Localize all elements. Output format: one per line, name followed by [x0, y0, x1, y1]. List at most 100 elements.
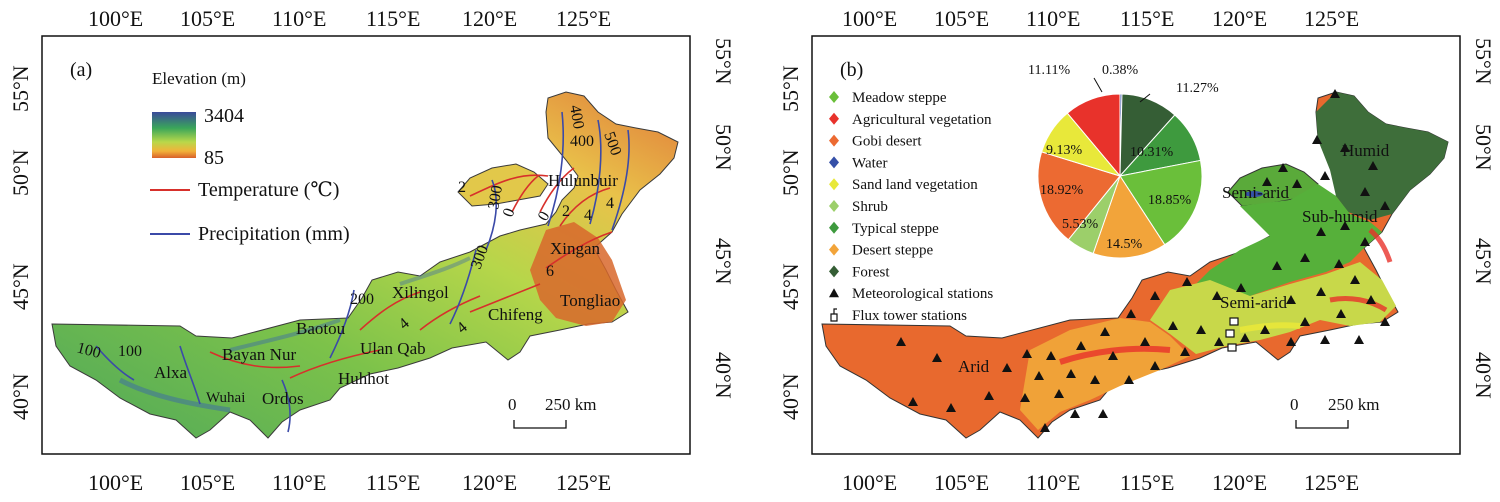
- tick-label: 55°N: [711, 38, 736, 85]
- pie-label: 9.13%: [1046, 143, 1083, 158]
- tick-label: 55°N: [8, 65, 33, 112]
- sand-region: [1150, 262, 1396, 354]
- pie-label: 11.27%: [1176, 81, 1219, 96]
- contour-label: 2: [562, 203, 570, 220]
- station-marker: [1108, 351, 1118, 360]
- legend-label: Flux tower stations: [852, 308, 967, 324]
- station-marker: [1126, 309, 1136, 318]
- station-marker: [1098, 409, 1108, 418]
- contour-label: 4: [606, 195, 614, 212]
- zone-label: Arid: [958, 357, 990, 376]
- flux-tower-icon: [830, 308, 838, 322]
- tick-label: 105°E: [180, 470, 235, 495]
- legend-swatch: [829, 221, 839, 234]
- station-marker: [1046, 351, 1056, 360]
- station-marker: [1196, 325, 1206, 334]
- place-names: Hulunbuir Xingan Xilingol Tongliao Chife…: [154, 171, 620, 408]
- tick-label: 40°N: [778, 373, 803, 420]
- panel-a-x-ticks-top: 100°E 105°E 110°E 115°E 120°E 125°E: [88, 6, 611, 31]
- tick-label: 50°N: [778, 149, 803, 196]
- legend-swatch: [829, 200, 839, 212]
- tick-label: 45°N: [1471, 238, 1496, 285]
- place-label: Huhhot: [338, 369, 389, 388]
- legend-label: Meteorological stations: [852, 286, 993, 302]
- station-marker: [1040, 423, 1050, 432]
- station-marker: [1090, 375, 1100, 384]
- legend-label: Agricultural vegetation: [852, 112, 992, 128]
- legend-swatch: [829, 91, 839, 103]
- panel-b: Humid Semi-arid Sub-humid Semi-arid Arid: [778, 6, 1496, 495]
- place-label: Ordos: [262, 389, 304, 408]
- tick-label: 100°E: [88, 6, 143, 31]
- map-lobe: [457, 163, 549, 207]
- zone-label: Semi-arid: [1222, 183, 1290, 202]
- tick-label: 115°E: [1120, 470, 1174, 495]
- station-marker: [1140, 337, 1150, 346]
- station-marker: [1360, 187, 1370, 196]
- tick-label: 40°N: [8, 373, 33, 420]
- pie-slice: [1041, 112, 1122, 177]
- zone-label: Semi-arid: [1220, 293, 1288, 312]
- precipitation-legend-label: Precipitation (mm): [198, 223, 350, 245]
- station-marker: [1214, 337, 1224, 346]
- steppe-region: [1190, 184, 1382, 304]
- station-marker: [1168, 321, 1178, 330]
- tick-label: 105°E: [180, 6, 235, 31]
- tick-label: 125°E: [556, 6, 611, 31]
- station-marker: [984, 391, 994, 400]
- contour-label: 4: [584, 207, 592, 224]
- water-body: [1245, 191, 1263, 197]
- station-marker: [1320, 335, 1330, 344]
- panel-b-frame: [811, 35, 1461, 455]
- station-marker: [1312, 135, 1322, 144]
- station-marker: [1272, 261, 1282, 270]
- tick-label: 100°E: [842, 6, 897, 31]
- climate-zone-labels: Humid Semi-arid Sub-humid Semi-arid Arid: [958, 141, 1390, 376]
- station-marker: [1240, 333, 1250, 342]
- station-marker: [1002, 363, 1012, 372]
- station-marker: [1354, 335, 1364, 344]
- tick-label: 105°E: [934, 6, 989, 31]
- station-marker: [1300, 317, 1310, 326]
- pie-value-labels: 11.11% 0.38% 11.27% 10.31% 18.85% 14.5% …: [1028, 63, 1219, 252]
- tick-label: 125°E: [1304, 470, 1359, 495]
- flux-tower-stations: [1225, 317, 1239, 352]
- flux-tower-marker: [1227, 343, 1237, 352]
- legend-swatch: [829, 265, 839, 278]
- pie-label: 5.53%: [1062, 217, 1099, 232]
- station-marker: [1292, 179, 1302, 188]
- station-marker: [1320, 171, 1330, 180]
- tick-label: 110°E: [272, 6, 326, 31]
- place-label: Chifeng: [488, 305, 543, 324]
- tick-label: 120°E: [1212, 6, 1267, 31]
- legend-swatch: [829, 134, 839, 147]
- pie-label: 0.38%: [1102, 63, 1139, 78]
- legend-swatch: [829, 243, 839, 256]
- panel-b-legend: Meadow steppe Agricultural vegetation Gobi…: [829, 90, 993, 324]
- station-marker: [1076, 341, 1086, 350]
- station-marker: [1212, 291, 1222, 300]
- precipitation-contours: [95, 111, 630, 433]
- panel-b-tag: (b): [840, 59, 863, 81]
- legend-label: Shrub: [852, 199, 888, 215]
- station-marker: [1316, 227, 1326, 236]
- panel-b-x-ticks-top: 100°E 105°E 110°E 115°E 120°E 125°E: [842, 6, 1359, 31]
- station-marker: [1066, 369, 1076, 378]
- contour-label: 0: [500, 206, 519, 219]
- station-marker: [1150, 361, 1160, 370]
- pie-leader-lines: [1093, 77, 1151, 103]
- elevation-min: 85: [204, 147, 224, 169]
- station-marker: [1330, 89, 1340, 98]
- tick-label: 100°E: [88, 470, 143, 495]
- tick-label: 50°N: [1471, 124, 1496, 171]
- station-marker: [1334, 259, 1344, 268]
- tick-label: 120°E: [462, 470, 517, 495]
- legend-swatch: [829, 178, 839, 191]
- station-marker: [932, 353, 942, 362]
- legend-label: Desert steppe: [852, 243, 934, 259]
- station-marker: [1286, 295, 1296, 304]
- temperature-contours: [209, 167, 613, 379]
- pie-slice: [1092, 174, 1166, 259]
- station-marker: [1100, 327, 1110, 336]
